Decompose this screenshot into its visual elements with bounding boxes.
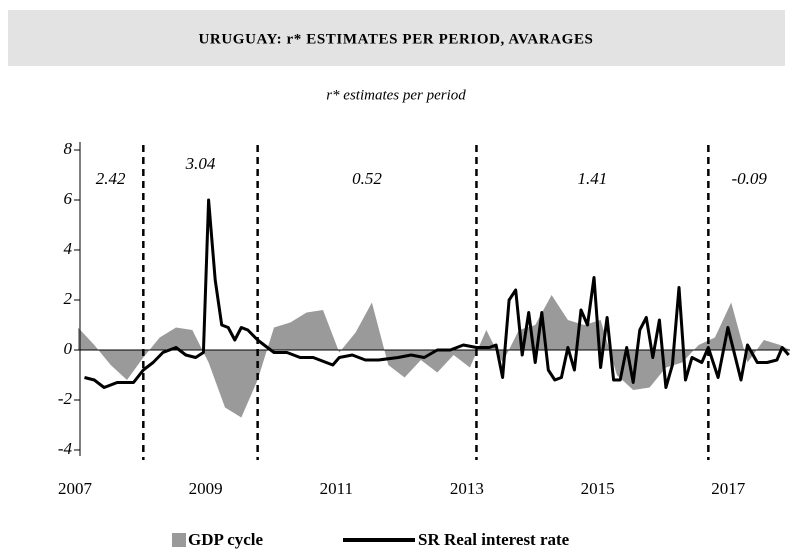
chart-subtitle: r* estimates per period <box>326 87 466 103</box>
x-tick-label: 2007 <box>58 479 93 498</box>
area <box>78 295 790 418</box>
chart-title: URUGUAY: r* ESTIMATES PER PERIOD, AVARAG… <box>199 31 594 47</box>
period-estimate: 3.04 <box>185 154 216 173</box>
y-tick-label: -4 <box>58 439 73 458</box>
y-tick-label: 2 <box>64 289 73 308</box>
title-banner <box>8 10 785 66</box>
y-tick-label: 4 <box>64 239 73 258</box>
legend-label: GDP cycle <box>188 530 264 549</box>
legend: GDP cycle SR Real interest rate <box>172 530 570 549</box>
period-estimate: 0.52 <box>352 169 382 188</box>
period-estimate: 2.42 <box>96 169 126 188</box>
y-tick-label: 0 <box>64 339 73 358</box>
x-tick-label: 2011 <box>320 479 353 498</box>
y-tick-label: 8 <box>64 139 73 158</box>
x-tick-label: 2013 <box>450 479 484 498</box>
period-estimate: 1.41 <box>578 169 608 188</box>
x-tick-label: 2017 <box>711 479 746 498</box>
legend-swatch <box>172 533 186 547</box>
line <box>84 198 790 389</box>
period-estimate: -0.09 <box>731 169 767 188</box>
legend-label: SR Real interest rate <box>418 530 570 549</box>
x-tick-label: 2009 <box>189 479 223 498</box>
y-tick-label: -2 <box>58 389 73 408</box>
x-tick-label: 2015 <box>581 479 615 498</box>
y-tick-label: 6 <box>64 189 73 208</box>
